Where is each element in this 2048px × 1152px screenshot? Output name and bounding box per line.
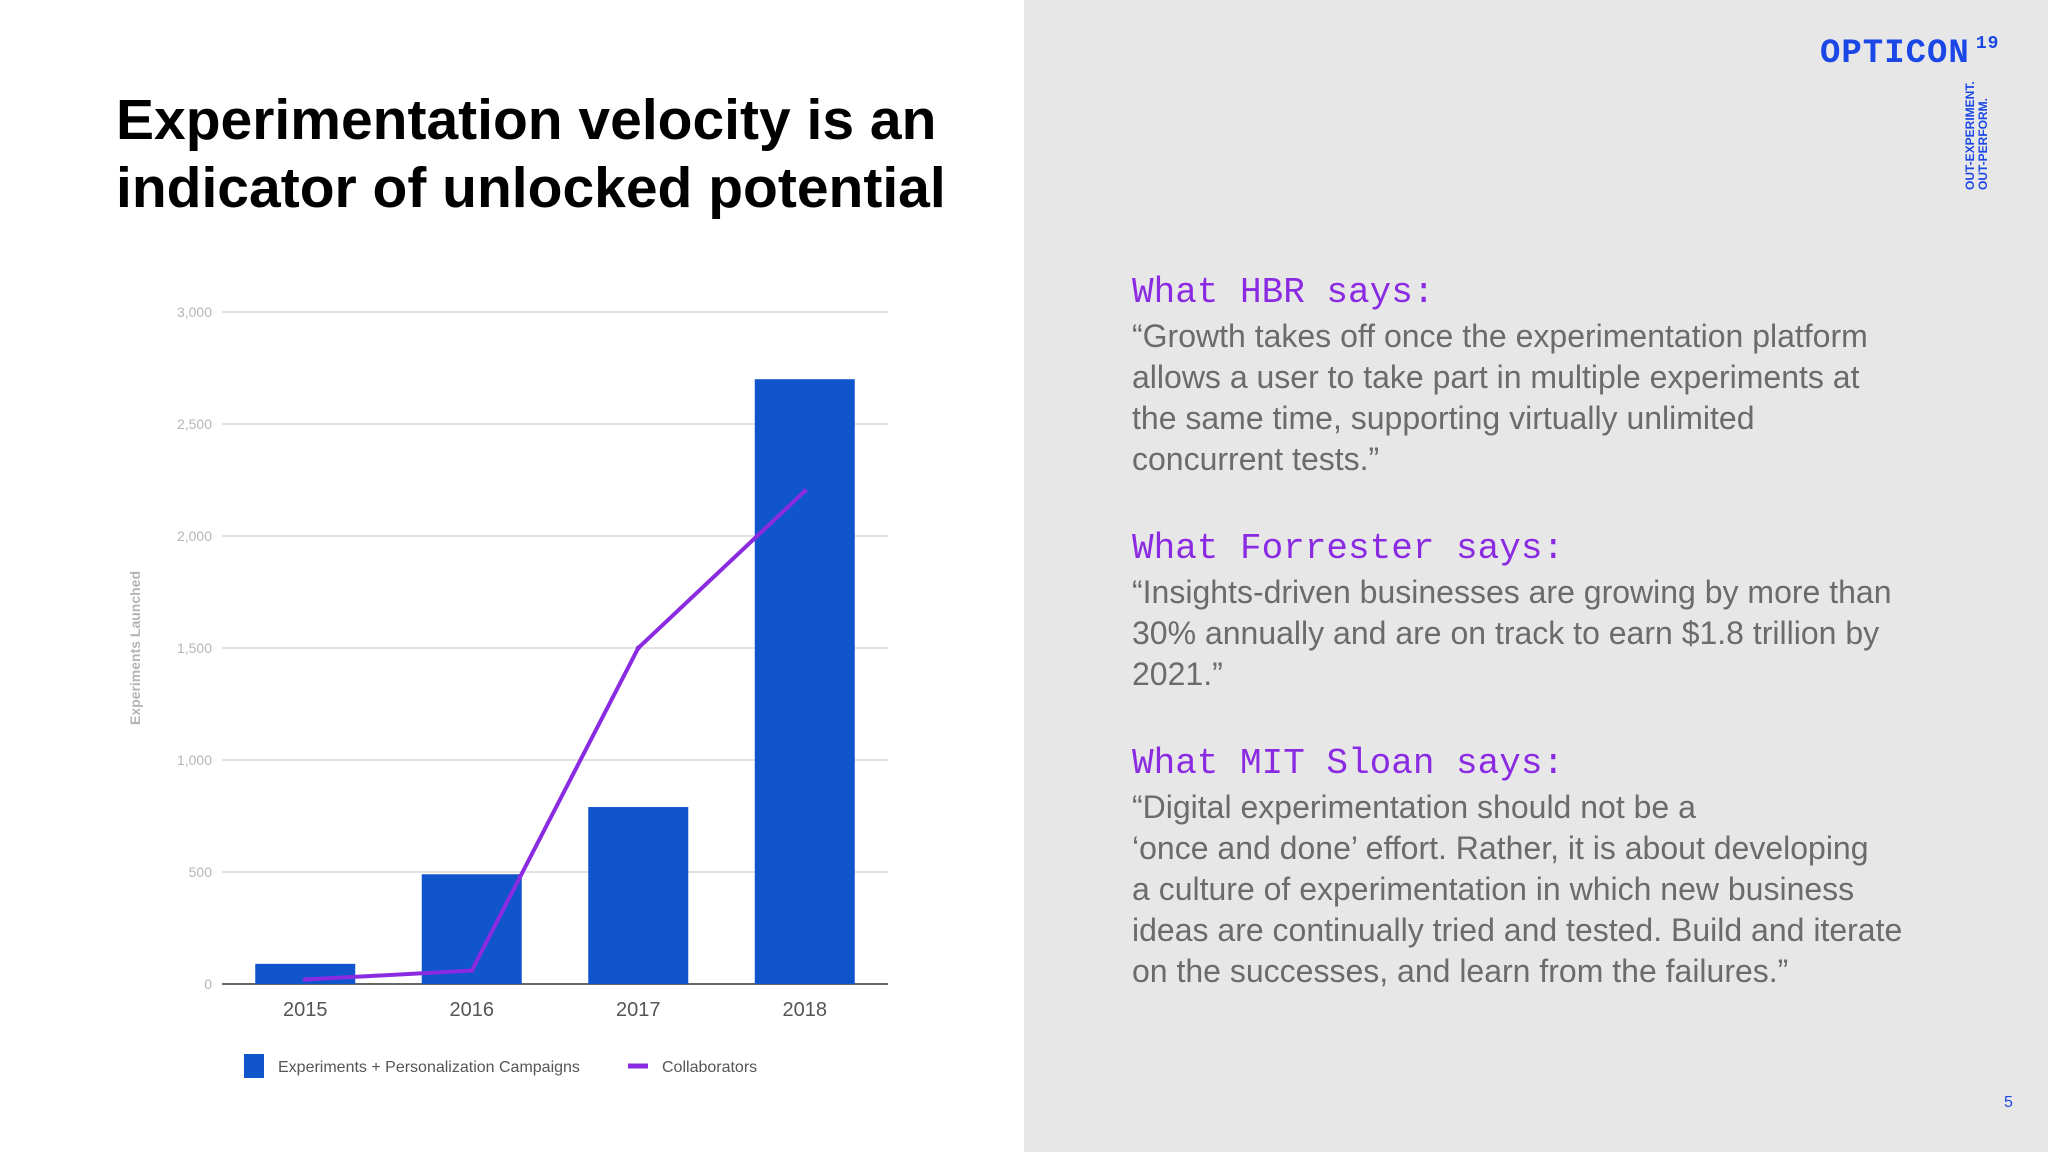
quote-line: the same time, supporting virtually unli… xyxy=(1132,400,1755,436)
quote-line: concurrent tests.” xyxy=(1132,441,1380,477)
quote-line: 30% annually and are on track to earn $1… xyxy=(1132,615,1880,651)
quote-line: a culture of experimentation in which ne… xyxy=(1132,871,1855,907)
quote-line: ‘once and done’ effort. Rather, it is ab… xyxy=(1132,830,1869,866)
x-tick-label: 2016 xyxy=(450,999,495,1021)
quotes-panel xyxy=(1024,0,2048,1152)
quote-line: allows a user to take part in multiple e… xyxy=(1132,359,1860,395)
quote-line: 2021.” xyxy=(1132,656,1223,692)
collaborators-point-2016 xyxy=(469,968,475,974)
quote-mit-sloan: What MIT Sloan says: “Digital experiment… xyxy=(1132,741,1952,992)
quote-line: “Digital experimentation should not be a xyxy=(1132,789,1696,825)
y-tick-label: 1,000 xyxy=(177,752,212,768)
quotes-list: What HBR says: “Growth takes off once th… xyxy=(1132,270,1952,1038)
quote-heading: What HBR says: xyxy=(1132,272,1435,313)
quote-heading: What MIT Sloan says: xyxy=(1132,743,1565,784)
quote-line: “Insights-driven businesses are growing … xyxy=(1132,574,1892,610)
page-number: 5 xyxy=(2004,1094,2013,1111)
y-tick-label: 3,000 xyxy=(177,304,212,320)
x-tick-label: 2017 xyxy=(616,999,661,1021)
quote-forrester: What Forrester says: “Insights-driven bu… xyxy=(1132,526,1952,695)
quote-line: ideas are continually tried and tested. … xyxy=(1132,912,1903,948)
slide-title-line: indicator of unlocked potential xyxy=(116,156,946,220)
collaborators-line xyxy=(303,489,807,982)
brand-tagline: OUT-EXPERIMENT. OUT-PERFORM. xyxy=(1963,81,1990,190)
legend-line-label: Collaborators xyxy=(662,1059,757,1076)
y-tick-label: 500 xyxy=(189,864,213,880)
bar-2018 xyxy=(754,379,855,984)
y-tick-label: 2,500 xyxy=(177,416,212,432)
collaborators-point-2018 xyxy=(802,488,808,494)
quote-heading: What Forrester says: xyxy=(1132,528,1565,569)
y-axis-title: Experiments Launched xyxy=(127,571,143,725)
quote-text: “Digital experimentation should not be a… xyxy=(1132,787,1952,992)
y-tick-label: 1,500 xyxy=(177,640,212,656)
quote-line: on the successes, and learn from the fai… xyxy=(1132,953,1789,989)
legend-bar-swatch xyxy=(244,1054,264,1078)
quote-hbr: What HBR says: “Growth takes off once th… xyxy=(1132,270,1952,480)
y-tick-label: 0 xyxy=(204,976,212,992)
opticon-logo: OPTICON 19 xyxy=(1820,34,1999,73)
legend-bar-label: Experiments + Personalization Campaigns xyxy=(278,1059,580,1076)
bar-2016 xyxy=(421,874,522,984)
slide-title-line: Experimentation velocity is an xyxy=(116,88,937,152)
tagline-line: OUT-PERFORM. xyxy=(1976,98,1990,190)
bar-2017 xyxy=(588,807,689,984)
x-tick-label: 2018 xyxy=(783,999,828,1021)
y-tick-label: 2,000 xyxy=(177,528,212,544)
collaborators-point-2017 xyxy=(635,645,641,651)
brand-superscript: 19 xyxy=(1975,34,2000,54)
x-tick-label: 2015 xyxy=(283,999,328,1021)
experiments-chart: 0 500 1,000 1,500 2,000 2,500 3,000 Experiments… xyxy=(127,304,888,1078)
brand-name: OPTICON xyxy=(1820,35,1970,73)
quote-text: “Growth takes off once the experimentati… xyxy=(1132,316,1952,480)
quote-line: “Growth takes off once the experimentati… xyxy=(1132,318,1868,354)
quote-text: “Insights-driven businesses are growing … xyxy=(1132,572,1952,695)
slide-title: Experimentation velocity is an indicator… xyxy=(116,86,996,222)
collaborators-point-2015 xyxy=(302,977,308,983)
